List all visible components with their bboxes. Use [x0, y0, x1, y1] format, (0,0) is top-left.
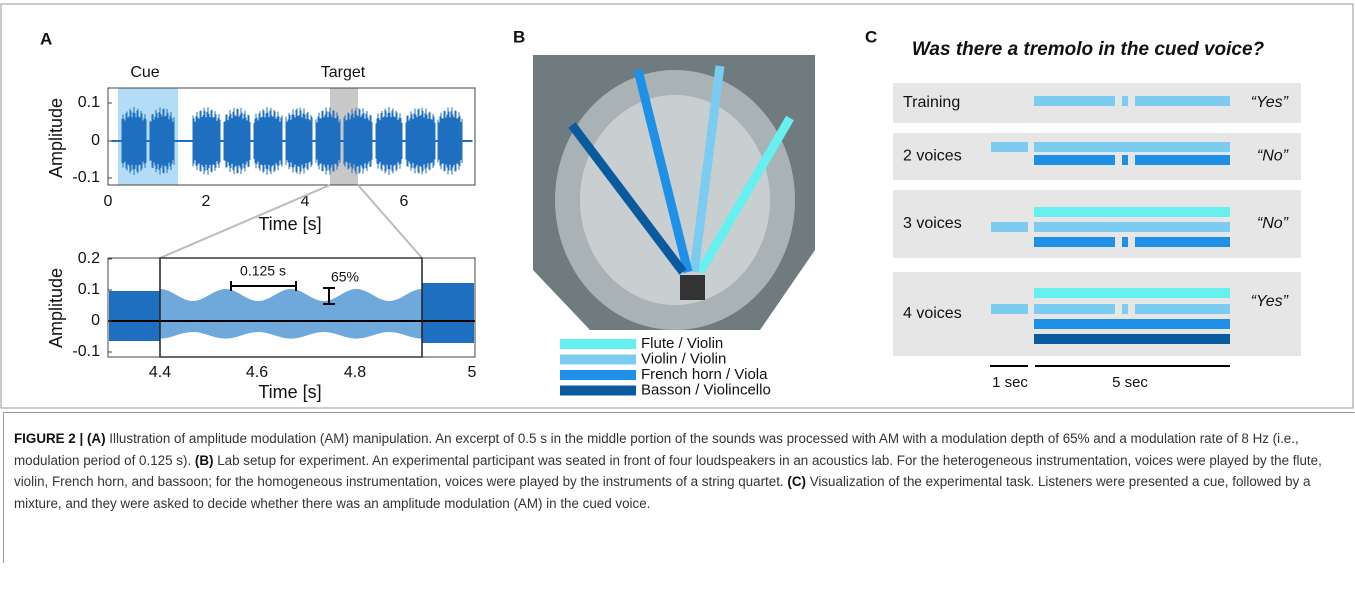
- caption-text: FIGURE 2 | (A): [14, 431, 106, 446]
- condition-label: Training: [903, 94, 960, 111]
- panel-label: B: [513, 27, 525, 46]
- voice-bar: [1034, 288, 1230, 298]
- condition-label: 2 voices: [903, 148, 962, 165]
- answer-label: “Yes”: [1251, 94, 1289, 111]
- answer-label: “No”: [1257, 215, 1289, 232]
- voice-bar: [1034, 207, 1230, 217]
- waveform-block: [109, 291, 160, 341]
- x-tick-label: 5: [468, 364, 477, 381]
- y-tick-label: -0.1: [72, 343, 100, 360]
- caption-text: (C): [787, 474, 806, 489]
- voice-bar: [1034, 96, 1115, 106]
- voice-bar: [1122, 304, 1128, 314]
- x-tick-label: 2: [202, 193, 211, 210]
- x-tick-label: 6: [400, 193, 409, 210]
- x-tick-label: 4.4: [149, 364, 171, 381]
- panel-label: A: [40, 29, 52, 48]
- figure: A Cue Target Amplitude Time [s] 0.10-0.1…: [0, 0, 1355, 410]
- answer-label: “No”: [1257, 148, 1289, 165]
- participant-chair: [680, 275, 705, 300]
- x-axis-label: Time [s]: [258, 214, 321, 234]
- legend-swatch: [560, 370, 636, 380]
- annotation: Cue: [130, 64, 159, 81]
- annotation: Target: [321, 64, 366, 81]
- caption: FIGURE 2 | (A) Illustration of amplitude…: [14, 428, 1334, 514]
- voice-bar: [1135, 96, 1230, 106]
- panel-label: C: [865, 27, 877, 46]
- waveform: [112, 107, 472, 175]
- waveform: [109, 283, 474, 343]
- modulated-envelope: [160, 289, 422, 339]
- scale-label: 1 sec: [992, 374, 1028, 391]
- voice-bar: [1135, 155, 1230, 165]
- scale-label: 5 sec: [1112, 374, 1148, 391]
- cue-bar: [991, 222, 1028, 232]
- depth-label: 65%: [331, 269, 359, 285]
- legend-label: French horn / Viola: [641, 366, 768, 383]
- panel-title: Was there a tremolo in the cued voice?: [912, 39, 1265, 60]
- voice-bar: [1135, 237, 1230, 247]
- y-axis-label: Amplitude: [46, 268, 66, 348]
- legend-swatch: [560, 355, 636, 365]
- y-tick-label: 0.1: [78, 94, 100, 111]
- caption-text: (B): [195, 453, 214, 468]
- bottom-plot: 0.125 s 65% Amplitude Time [s] 0.2 0.1 0 -0…: [46, 250, 477, 402]
- y-tick-label: 0.1: [78, 281, 100, 298]
- condition-label: 3 voices: [903, 215, 962, 232]
- voice-bar: [1034, 319, 1230, 329]
- legend-label: Violin / Violin: [641, 350, 726, 367]
- answer-label: “Yes”: [1251, 293, 1289, 310]
- voice-bar: [1122, 96, 1128, 106]
- voice-bar: [1122, 237, 1128, 247]
- voice-bar: [1034, 334, 1230, 344]
- zoom-line: [358, 185, 422, 258]
- waveform-block: [422, 283, 474, 343]
- y-axis-label: Amplitude: [46, 98, 66, 178]
- x-tick-label: 4.6: [246, 364, 268, 381]
- voice-bar: [1122, 155, 1128, 165]
- legend-label: Basson / Violincello: [641, 381, 771, 398]
- voice-bar: [1034, 222, 1230, 232]
- voice-bar: [1034, 237, 1115, 247]
- voice-bar: [1034, 155, 1115, 165]
- legend-swatch: [560, 386, 636, 396]
- page: A Cue Target Amplitude Time [s] 0.10-0.1…: [0, 0, 1355, 589]
- cue-bar: [991, 304, 1028, 314]
- voice-bar: [1135, 304, 1230, 314]
- period-bracket: [231, 281, 296, 291]
- y-tick-label: 0.2: [78, 250, 100, 267]
- y-tick-label: 0: [91, 312, 100, 329]
- legend-label: Flute / Violin: [641, 335, 723, 352]
- voice-bar: [1034, 304, 1115, 314]
- x-axis-label: Time [s]: [258, 382, 321, 402]
- waveform-path: [112, 107, 472, 175]
- y-tick-label: 0: [91, 132, 100, 149]
- legend-swatch: [560, 339, 636, 349]
- x-tick-label: 0: [104, 193, 113, 210]
- period-label: 0.125 s: [240, 263, 286, 279]
- cue-bar: [991, 142, 1028, 152]
- y-tick-label: -0.1: [72, 169, 100, 186]
- condition-label: 4 voices: [903, 305, 962, 322]
- task-rows: Training “Yes” 2 voices “No” 3 voices “No” 4 v…: [893, 83, 1301, 356]
- voice-bar: [1034, 142, 1230, 152]
- x-tick-label: 4.8: [344, 364, 366, 381]
